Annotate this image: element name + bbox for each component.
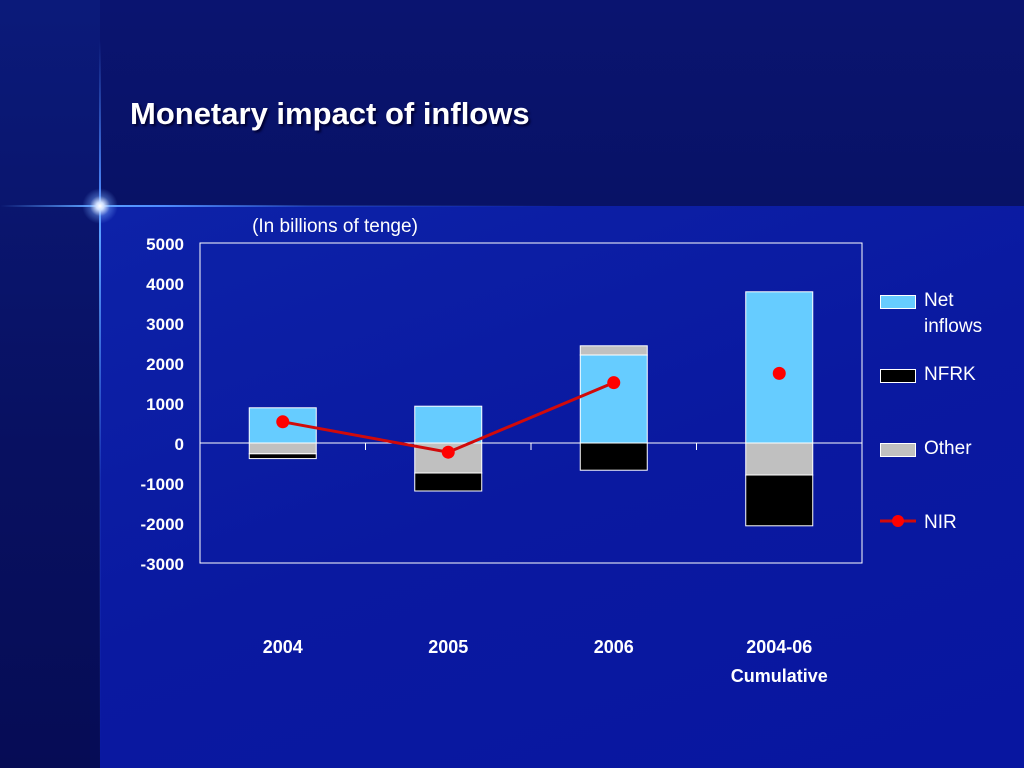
slide-body-background	[100, 206, 1024, 768]
legend-swatch-other	[880, 443, 916, 457]
slide-header-background	[0, 0, 1024, 206]
nir-line-layer	[276, 366, 786, 459]
legend-label-nir: NIR	[924, 512, 957, 533]
bar-net-inflows	[579, 354, 648, 444]
x-tick-label: 2004-06	[746, 637, 812, 657]
nir-point	[276, 415, 290, 429]
x-axis: 2004 2005 2006 2004-06 Cumulative	[263, 637, 828, 686]
y-axis: 5000 4000 3000 2000 1000 0 -1000 -2000 -3000	[141, 235, 184, 574]
nir-point	[441, 445, 455, 459]
y-tick-label: -2000	[141, 515, 184, 534]
slide-title: Monetary impact of inflows	[130, 96, 530, 131]
nir-point	[772, 366, 786, 380]
bar-layer	[248, 291, 814, 527]
y-tick-label: 4000	[146, 275, 184, 294]
bar-net-inflows	[414, 405, 483, 444]
y-tick-label: 1000	[146, 395, 184, 414]
y-tick-label: 5000	[146, 235, 184, 254]
bar-nfrk	[579, 442, 648, 471]
bar-nfrk	[248, 453, 317, 460]
bar-other	[248, 442, 317, 455]
bar-other	[745, 442, 814, 476]
y-tick-label: -1000	[141, 475, 184, 494]
x-tick-label: 2006	[594, 637, 634, 657]
bar-other	[579, 345, 648, 356]
decorative-vertical-line	[99, 40, 101, 768]
bar-nfrk	[414, 472, 483, 492]
plot-area-border	[199, 242, 863, 564]
x-tick-label: Cumulative	[731, 666, 828, 686]
legend-swatch-net-inflows	[880, 295, 916, 309]
bar-nfrk	[745, 474, 814, 527]
x-tick-label: 2005	[428, 637, 468, 657]
legend-label-other: Other	[924, 438, 972, 459]
y-tick-label: 0	[175, 435, 184, 454]
legend-label-net-inflows: Net inflows	[924, 290, 983, 337]
y-tick-label: 2000	[146, 355, 184, 374]
decorative-horizontal-line	[0, 205, 1024, 207]
legend-marker-nir	[880, 515, 916, 527]
nir-point	[607, 376, 621, 390]
sparkle-icon	[82, 188, 118, 224]
legend-swatch-nfrk	[880, 369, 916, 383]
x-axis-ticks	[199, 443, 863, 450]
x-tick-label: 2004	[263, 637, 303, 657]
legend-label-nfrk: NFRK	[924, 364, 976, 385]
slide-left-band	[0, 0, 100, 768]
y-tick-label: -3000	[141, 555, 184, 574]
y-tick-label: 3000	[146, 315, 184, 334]
chart-subtitle: (In billions of tenge)	[252, 216, 418, 237]
